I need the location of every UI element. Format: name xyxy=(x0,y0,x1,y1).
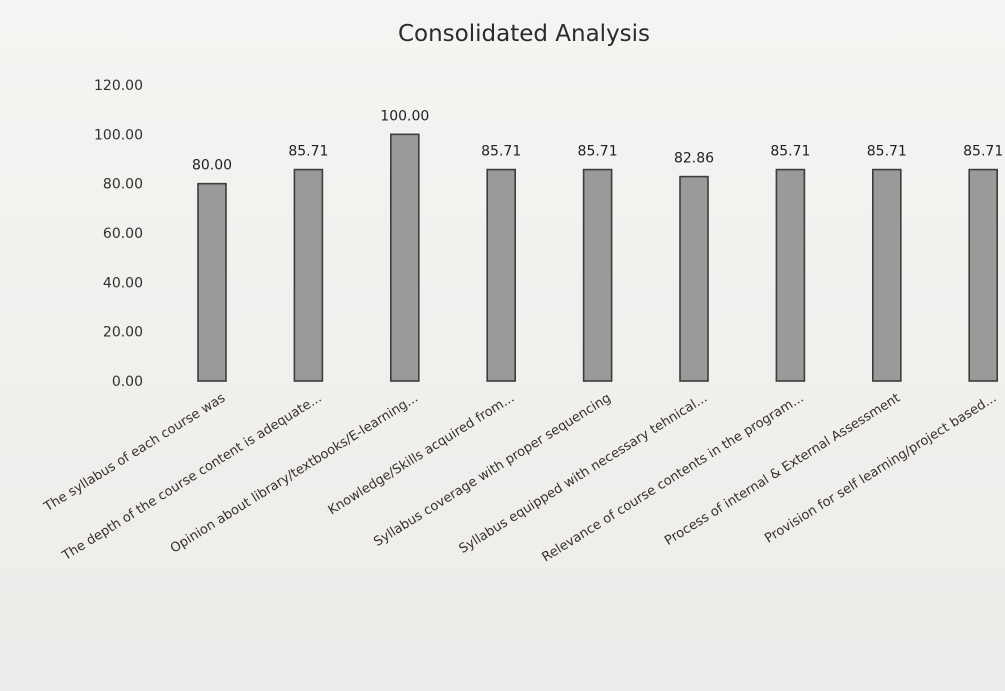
category-label: The syllabus of each course was xyxy=(41,391,228,516)
bar xyxy=(293,168,324,382)
bar xyxy=(871,168,902,382)
bar xyxy=(775,168,806,382)
bar xyxy=(197,182,227,382)
y-tick-label: 60.00 xyxy=(103,226,143,242)
bar xyxy=(486,168,517,382)
data-label: 85.71 xyxy=(288,144,328,160)
y-tick-label: 20.00 xyxy=(103,325,143,341)
y-tick-label: 120.00 xyxy=(94,78,143,94)
bars xyxy=(197,133,999,382)
data-label: 82.86 xyxy=(674,151,714,167)
data-label: 85.71 xyxy=(578,144,618,160)
bar xyxy=(582,168,613,382)
y-tick-label: 40.00 xyxy=(103,275,143,291)
data-label: 100.00 xyxy=(380,108,429,124)
data-labels: 80.00 85.71 100.00 85.71 85.71 82.86 85.71 85.7… xyxy=(192,108,1003,173)
data-label: 85.71 xyxy=(963,144,1003,160)
data-label: 85.71 xyxy=(867,144,907,160)
category-label: Knowledge/Skills acquired from... xyxy=(326,391,518,519)
chart-title: Consolidated Analysis xyxy=(398,21,650,47)
data-label: 85.71 xyxy=(770,144,810,160)
y-axis: 0.00 20.00 40.00 60.00 80.00 100.00 120.00 xyxy=(94,78,143,390)
y-tick-label: 0.00 xyxy=(112,374,143,390)
data-label: 80.00 xyxy=(192,158,232,174)
y-tick-label: 80.00 xyxy=(103,177,143,193)
bar xyxy=(679,175,709,382)
bar xyxy=(968,168,999,382)
data-label: 85.71 xyxy=(481,144,521,160)
y-tick-label: 100.00 xyxy=(94,127,143,143)
bar xyxy=(389,133,420,382)
